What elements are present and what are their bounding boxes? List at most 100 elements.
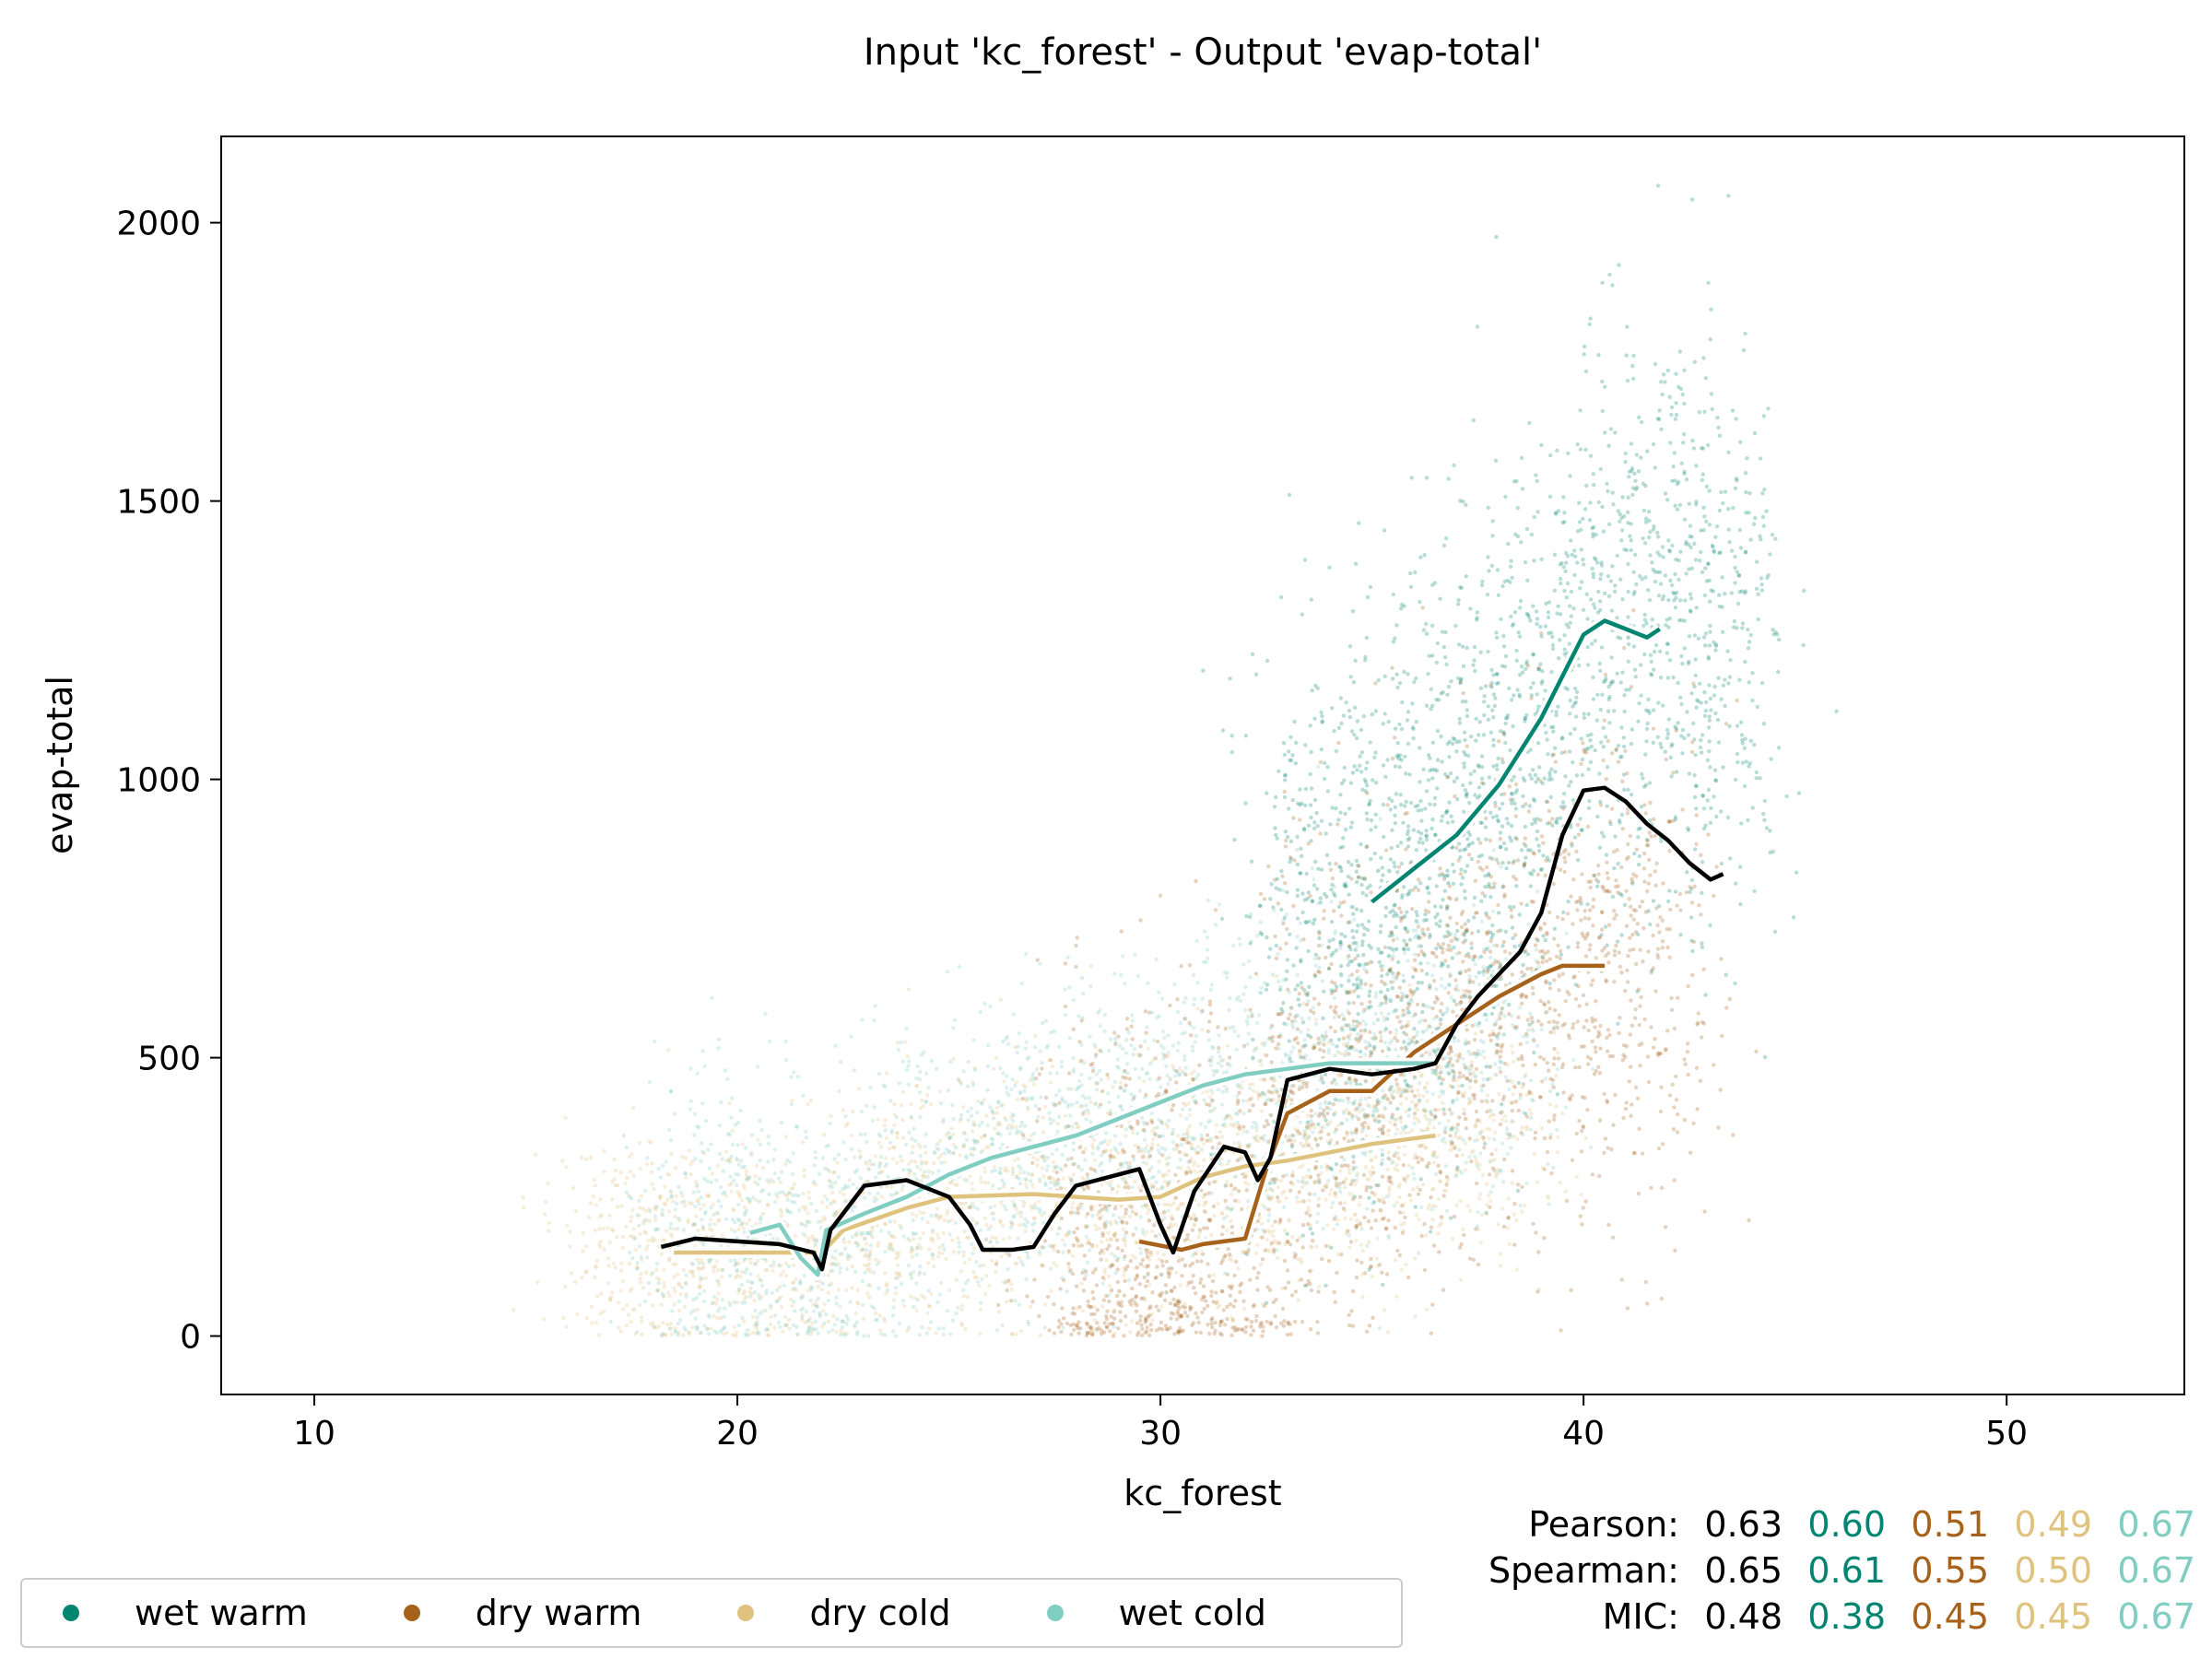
scatter-point: [1268, 897, 1273, 901]
scatter-point: [1412, 1112, 1418, 1116]
scatter-point: [1258, 1322, 1264, 1326]
scatter-point: [1669, 774, 1674, 779]
scatter-point: [1287, 749, 1291, 754]
scatter-point: [1333, 1191, 1337, 1195]
scatter-point: [1552, 588, 1558, 593]
scatter-point: [1734, 881, 1738, 886]
scatter-point: [1633, 930, 1639, 935]
scatter-point: [1148, 1250, 1153, 1255]
scatter-point: [1410, 907, 1415, 912]
scatter-point: [1397, 985, 1403, 990]
scatter-point: [1505, 715, 1510, 720]
scatter-point: [1054, 1170, 1060, 1175]
scatter-point: [1454, 937, 1460, 942]
scatter-point: [1348, 1045, 1353, 1050]
scatter-point: [1198, 1330, 1204, 1335]
scatter-point: [1366, 1005, 1371, 1010]
scatter-point: [1415, 1002, 1420, 1007]
scatter-point: [1542, 1135, 1547, 1141]
scatter-point: [1138, 918, 1143, 923]
scatter-point: [1358, 1221, 1362, 1226]
scatter-point: [1359, 1260, 1364, 1265]
scatter-point: [1488, 1076, 1493, 1081]
scatter-point: [1754, 1049, 1759, 1054]
scatter-point: [1196, 1320, 1201, 1325]
scatter-point: [1550, 753, 1555, 758]
scatter-point: [1519, 994, 1524, 1000]
scatter-point: [1529, 899, 1534, 904]
scatter-point: [1390, 665, 1394, 670]
scatter-point: [1427, 900, 1431, 904]
scatter-point: [1623, 451, 1629, 456]
scatter-point: [1346, 920, 1350, 925]
scatter-point: [1695, 698, 1700, 702]
scatter-point: [1274, 1241, 1279, 1245]
scatter-point: [1152, 1223, 1157, 1228]
scatter-point: [1070, 1311, 1075, 1316]
scatter-point: [1274, 943, 1279, 948]
scatter-point: [1631, 592, 1636, 596]
scatter-point: [1101, 1298, 1107, 1302]
scatter-point: [1086, 1299, 1090, 1304]
scatter-point: [1747, 764, 1751, 769]
scatter-point: [1314, 810, 1319, 816]
scatter-point: [832, 1213, 837, 1218]
scatter-point: [1712, 893, 1716, 899]
scatter-point: [1655, 530, 1660, 535]
scatter-point: [1381, 873, 1385, 877]
scatter-point: [1371, 1171, 1376, 1175]
scatter-point: [1339, 913, 1344, 918]
scatter-point: [1317, 1130, 1322, 1135]
scatter-point: [1502, 733, 1507, 737]
scatter-point: [1589, 982, 1594, 987]
scatter-point: [1457, 1070, 1463, 1076]
scatter-point: [1297, 1190, 1301, 1194]
scatter-point: [1295, 916, 1300, 921]
scatter-point: [1430, 767, 1435, 772]
scatter-point: [1479, 820, 1485, 826]
scatter-point: [1531, 851, 1535, 855]
scatter-point: [1130, 1286, 1135, 1291]
scatter-point: [1358, 763, 1362, 768]
scatter-point: [1547, 453, 1553, 458]
scatter-point: [700, 1227, 706, 1232]
scatter-point: [1143, 1320, 1148, 1325]
scatter-point: [1625, 378, 1630, 383]
scatter-point: [1394, 672, 1399, 677]
scatter-point: [1564, 595, 1570, 600]
scatter-point: [1454, 749, 1459, 754]
scatter-point: [1572, 701, 1577, 706]
scatter-point: [1703, 376, 1709, 381]
scatter-point: [1230, 1318, 1235, 1323]
scatter-point: [1354, 1081, 1359, 1087]
scatter-point: [1747, 1218, 1751, 1223]
scatter-point: [1308, 724, 1312, 728]
scatter-point: [1685, 1041, 1690, 1046]
scatter-point: [1699, 737, 1703, 743]
scatter-point: [1469, 946, 1474, 950]
scatter-point: [1530, 1020, 1535, 1025]
scatter-point: [1651, 966, 1655, 971]
scatter-point: [1727, 724, 1732, 729]
scatter-point: [1672, 451, 1677, 455]
scatter-point: [619, 1261, 624, 1265]
scatter-point: [1366, 919, 1371, 924]
scatter-point: [1535, 667, 1541, 672]
scatter-point: [1629, 547, 1633, 553]
scatter-point: [1300, 1044, 1305, 1049]
scatter-point: [1514, 478, 1519, 484]
scatter-point: [1594, 1050, 1598, 1054]
scatter-point: [1578, 447, 1583, 452]
scatter-point: [1555, 914, 1560, 920]
scatter-point: [1685, 870, 1689, 875]
scatter-point: [1188, 1304, 1193, 1310]
scatter-point: [1512, 1242, 1517, 1247]
scatter-point: [1324, 831, 1328, 836]
scatter-point: [1445, 873, 1451, 877]
scatter-point: [1524, 1092, 1529, 1098]
scatter-point: [1356, 875, 1360, 880]
scatter-point: [1398, 803, 1404, 807]
scatter-point: [1194, 1330, 1199, 1335]
scatter-point: [1450, 1140, 1454, 1145]
scatter-point: [1461, 500, 1465, 504]
